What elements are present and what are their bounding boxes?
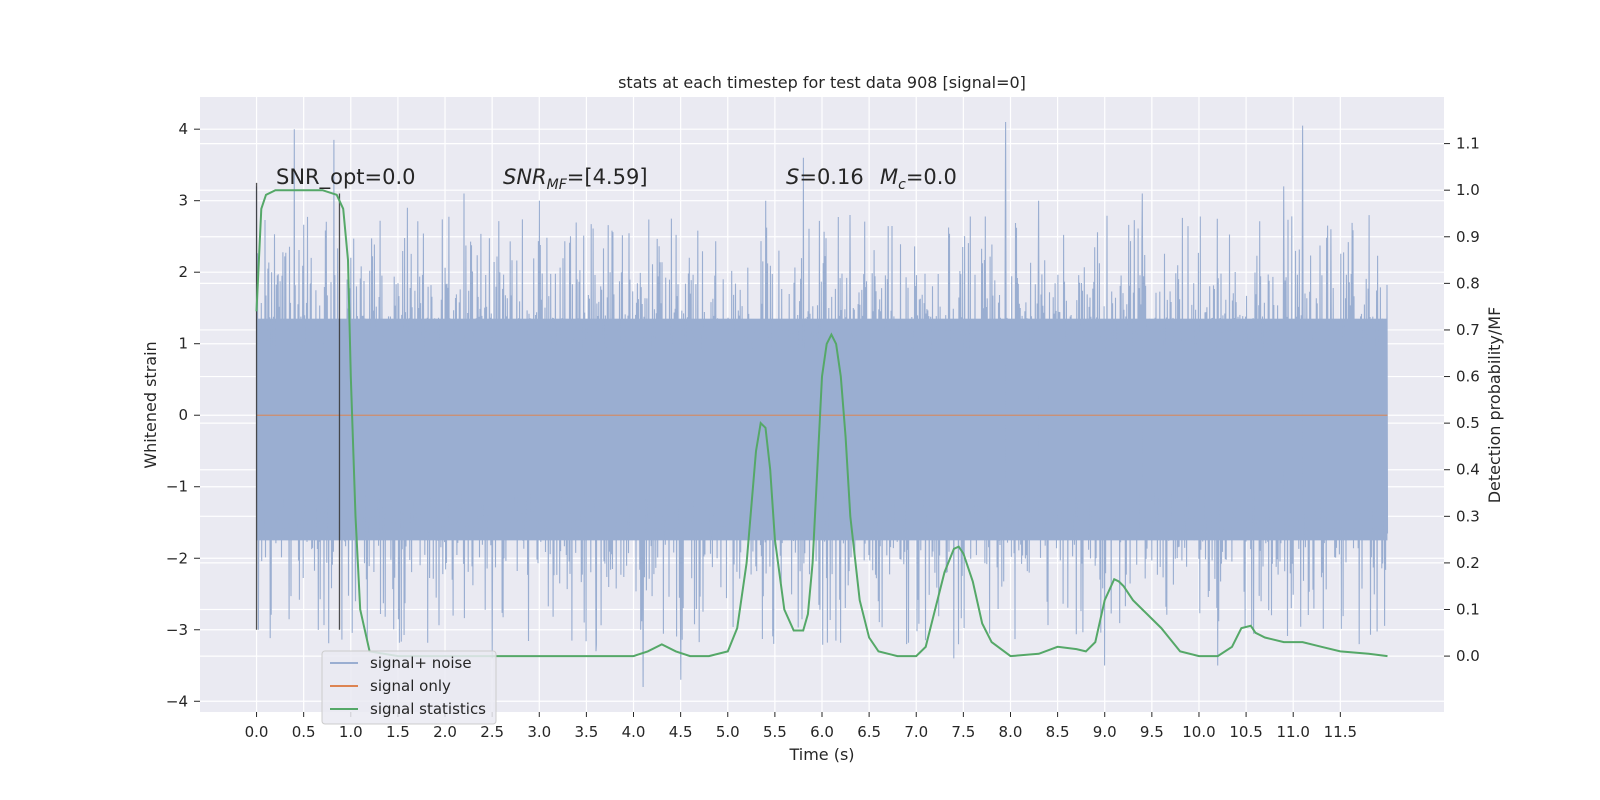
y2-tick-label: 0.8 [1456,274,1480,292]
y2-tick-label: 0.4 [1456,461,1480,479]
y2-tick-label: 0.0 [1456,647,1480,665]
vertical-lines [255,182,341,630]
annotation-mc-label: M [880,165,898,189]
y-tick-label: −1 [166,478,188,496]
y-tick-label: 3 [178,192,188,210]
y-tick-label: −3 [166,621,188,639]
annotation-mc-value: =0.0 [906,165,957,189]
legend-label-signal-only: signal only [370,677,451,695]
x-tick-label: 11.5 [1324,723,1357,741]
annotation-snr-mf-label: SNR [503,165,547,189]
y-tick-label: 0 [178,406,188,424]
y-tick-label: 1 [178,335,188,353]
x-tick-label: 5.5 [763,723,787,741]
x-tick-label: 8.0 [999,723,1023,741]
annotation-mc-sub: c [898,177,906,193]
x-tick-label: 0.0 [245,723,269,741]
x-tick-label: 2.0 [433,723,457,741]
x-tick-label: 2.5 [480,723,504,741]
x-tick-label: 0.5 [292,723,316,741]
y-tick-label: 2 [178,263,188,281]
x-tick-label: 4.0 [622,723,646,741]
x-tick-label: 10.0 [1182,723,1215,741]
x-tick-label: 3.5 [574,723,598,741]
x-axis-ticks: 0.0 0.5 1.0 1.5 2.0 2.5 3.0 3.5 4.0 4.5 5.0 5.5 6.0 6… [245,712,1357,741]
y2-tick-label: 0.5 [1456,414,1480,432]
y2-tick-label: 0.9 [1456,228,1480,246]
y-axis-ticks: 4 3 2 1 0 −1 −2 −3 −4 [166,120,200,710]
x-tick-label: 5.0 [716,723,740,741]
y-tick-label: −2 [166,549,188,567]
annotation-snr-mf-value: =[4.59] [567,165,648,189]
x-tick-label: 10.5 [1229,723,1262,741]
x-tick-label: 7.5 [951,723,975,741]
y2-tick-label: 0.3 [1456,507,1480,525]
x-tick-label: 7.0 [904,723,928,741]
annotation-snr-mf-sub: MF [547,177,568,193]
annotation-snr-mf: SNRMF=[4.59] [503,165,648,193]
y2-tick-label: 0.7 [1456,321,1480,339]
annotation-snr-opt: SNR_opt=0.0 [276,165,416,190]
y2-tick-label: 0.6 [1456,368,1480,386]
x-tick-label: 1.5 [386,723,410,741]
y2-axis-ticks: 1.1 1.0 0.9 0.8 0.7 0.6 0.5 0.4 0.3 0.2 0.1 0.0 [1444,135,1480,665]
x-tick-label: 11.0 [1277,723,1310,741]
y2-axis-label: Detection probability/MF [1485,307,1504,504]
annotation-mc: Mc=0.0 [880,165,957,193]
noise-series [255,121,1389,688]
x-tick-label: 3.0 [527,723,551,741]
x-tick-label: 9.5 [1140,723,1164,741]
y2-tick-label: 1.0 [1456,181,1480,199]
x-tick-label: 8.5 [1046,723,1070,741]
y2-tick-label: 0.2 [1456,554,1480,572]
legend-label-noise: signal+ noise [370,654,472,672]
series-noise-line [255,121,1389,688]
legend-label-statistics: signal statistics [370,700,486,718]
annotation-s-label: S [786,165,799,189]
y2-tick-label: 0.1 [1456,601,1480,619]
y-tick-label: 4 [178,120,188,138]
legend: signal+ noise signal only signal statist… [321,650,497,725]
y2-tick-label: 1.1 [1456,135,1480,153]
legend-box [321,650,497,725]
x-tick-label: 9.0 [1093,723,1117,741]
x-tick-label: 6.0 [810,723,834,741]
y-axis-label: Whitened strain [141,341,160,468]
x-tick-label: 6.5 [857,723,881,741]
annotation-s-value: =0.16 [799,165,863,189]
chart-title: stats at each timestep for test data 908… [618,73,1026,92]
x-tick-label: 1.0 [339,723,363,741]
y-tick-label: −4 [166,692,188,710]
annotation-s: S=0.16 [786,165,864,189]
x-tick-label: 4.5 [669,723,693,741]
x-axis-label: Time (s) [788,745,854,764]
